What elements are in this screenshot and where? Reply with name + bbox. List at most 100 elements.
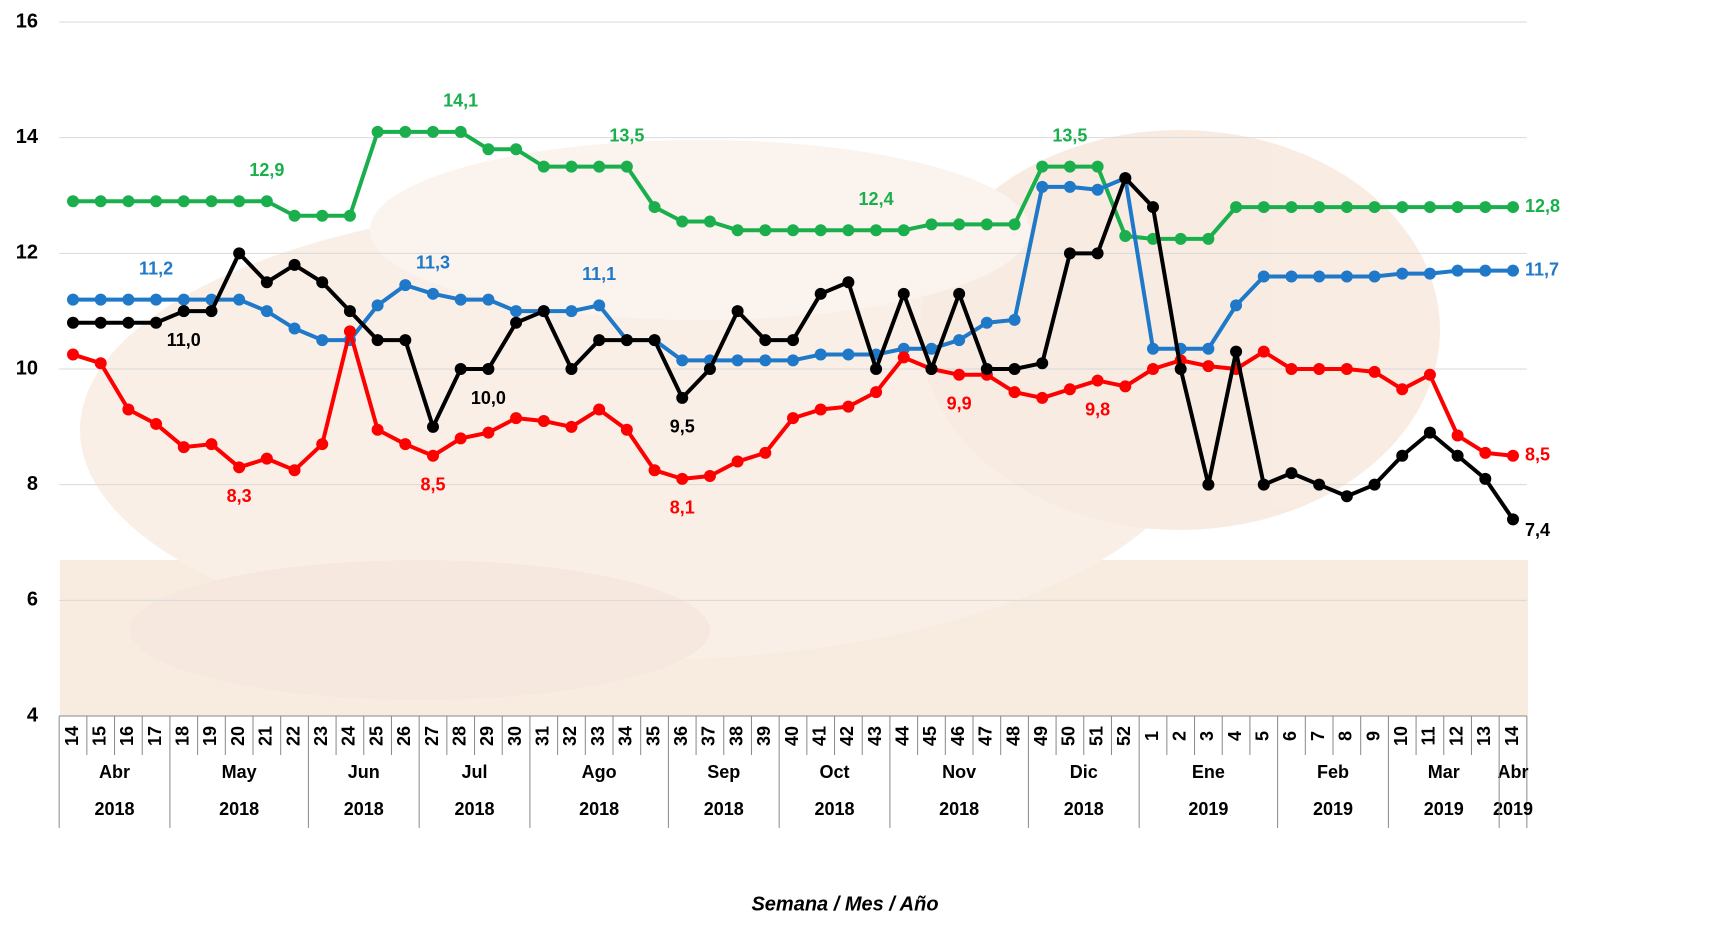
data-point <box>870 224 883 237</box>
data-point <box>1008 313 1021 326</box>
data-point <box>150 417 163 430</box>
data-point <box>1507 513 1519 526</box>
data-point <box>205 305 218 318</box>
data-point <box>122 293 135 306</box>
month-label: Ene <box>1192 762 1225 782</box>
data-point <box>731 354 744 367</box>
data-point <box>842 276 855 289</box>
data-point <box>1257 478 1270 491</box>
year-label: 2019 <box>1493 799 1533 819</box>
data-point <box>1174 232 1187 245</box>
data-point <box>1063 383 1076 396</box>
data-point <box>953 287 966 300</box>
y-tick-label: 10 <box>16 357 38 379</box>
data-point <box>1119 380 1132 393</box>
week-label: 44 <box>893 726 913 746</box>
week-label: 23 <box>311 726 331 746</box>
value-label: 11,0 <box>167 330 201 350</box>
data-point <box>205 195 218 208</box>
y-tick-label: 14 <box>16 126 39 148</box>
data-point <box>177 195 190 208</box>
data-point <box>648 464 661 477</box>
data-point <box>94 293 107 306</box>
data-point <box>150 293 163 306</box>
data-point <box>67 293 79 306</box>
data-point <box>371 334 384 347</box>
y-tick-label: 16 <box>16 10 38 32</box>
week-label: 48 <box>1003 726 1023 746</box>
data-point <box>482 363 495 375</box>
data-point <box>1230 345 1243 358</box>
data-point <box>1423 201 1436 214</box>
data-point <box>427 420 439 433</box>
data-point <box>1036 160 1049 173</box>
data-point <box>1230 201 1243 214</box>
data-point <box>1147 363 1159 375</box>
month-label: May <box>222 762 257 782</box>
data-point <box>731 224 744 237</box>
data-point <box>1285 363 1298 375</box>
data-point <box>1340 363 1353 375</box>
week-label: 6 <box>1280 731 1300 741</box>
data-point <box>537 415 550 428</box>
data-point <box>676 354 689 367</box>
data-point <box>371 299 384 312</box>
year-label: 2018 <box>95 799 135 819</box>
week-label: 41 <box>809 726 829 746</box>
data-point <box>260 305 273 318</box>
year-label: 2019 <box>1313 799 1353 819</box>
data-point <box>1451 429 1464 442</box>
data-point <box>620 423 633 436</box>
value-label: 12,4 <box>859 189 894 209</box>
data-point <box>122 316 135 329</box>
data-point <box>177 305 190 318</box>
year-label: 2018 <box>219 799 259 819</box>
data-point <box>67 195 79 208</box>
data-point <box>150 316 163 329</box>
chicken-wing <box>130 560 710 700</box>
week-label: 11 <box>1419 726 1439 745</box>
data-point <box>925 218 938 231</box>
value-label: 9,8 <box>1085 399 1110 419</box>
data-point <box>399 279 412 292</box>
month-label: Sep <box>707 762 740 782</box>
week-label: 21 <box>256 726 276 746</box>
data-point <box>593 299 606 312</box>
week-label: 28 <box>449 726 469 746</box>
week-label: 18 <box>173 726 193 746</box>
data-point <box>703 215 716 228</box>
value-label: 11,2 <box>139 258 173 278</box>
data-point <box>1340 201 1353 214</box>
data-point <box>427 125 439 138</box>
data-point <box>67 316 79 329</box>
data-point <box>233 461 246 474</box>
data-point <box>1036 180 1049 193</box>
data-point <box>565 363 578 375</box>
week-label: 19 <box>200 726 220 746</box>
data-point <box>593 334 606 347</box>
data-point <box>510 412 523 425</box>
data-point <box>1285 270 1298 283</box>
y-tick-label: 4 <box>27 704 39 726</box>
data-point <box>925 363 938 375</box>
data-point <box>1257 270 1270 283</box>
data-point <box>1507 449 1519 462</box>
week-label: 12 <box>1446 726 1466 746</box>
week-label: 38 <box>726 726 746 746</box>
data-point <box>454 125 467 138</box>
data-point <box>233 247 246 260</box>
data-point <box>1230 299 1243 312</box>
data-point <box>122 403 135 416</box>
week-label: 20 <box>228 726 248 746</box>
data-point <box>399 125 412 138</box>
data-point <box>316 334 329 347</box>
month-label: Abr <box>99 762 130 782</box>
data-point <box>1285 201 1298 214</box>
week-label: 39 <box>754 726 774 746</box>
data-point <box>288 209 301 222</box>
week-label: 25 <box>366 726 386 746</box>
week-label: 51 <box>1086 726 1106 746</box>
data-point <box>1036 391 1049 404</box>
data-point <box>759 224 772 237</box>
data-point <box>482 143 495 156</box>
